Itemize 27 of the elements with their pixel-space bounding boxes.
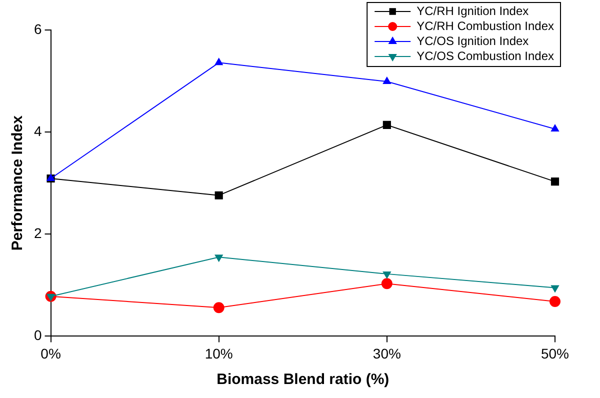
point: [214, 254, 223, 262]
legend-label: YC/RH Combustion Index: [416, 18, 554, 33]
x-tick-label: 10%: [204, 345, 233, 362]
legend-label: YC/OS Combustion Index: [416, 48, 554, 63]
y-tick-label: 0: [34, 327, 42, 344]
point: [214, 58, 223, 66]
point: [381, 278, 392, 290]
point: [550, 296, 560, 307]
y-tick-label: 4: [34, 122, 42, 139]
x-tick-label: 30%: [372, 345, 401, 362]
x-axis-title: Biomass Blend ratio (%): [216, 371, 390, 388]
y-tick-label: 2: [34, 224, 42, 241]
x-tick-label: 0%: [40, 345, 61, 362]
point: [46, 294, 55, 301]
point: [382, 77, 391, 84]
legend-label: YC/RH Ignition Index: [416, 4, 529, 18]
point: [382, 271, 391, 278]
x-tick-label: 50%: [540, 345, 570, 362]
point: [214, 191, 223, 200]
legend-label: YC/OS Ignition Index: [416, 34, 529, 48]
y-tick-label: 6: [34, 20, 42, 37]
y-axis-title: Performance Index: [9, 114, 26, 251]
point: [382, 120, 391, 129]
point: [551, 285, 559, 292]
point: [550, 178, 560, 186]
point: [551, 124, 559, 132]
point: [213, 302, 224, 314]
